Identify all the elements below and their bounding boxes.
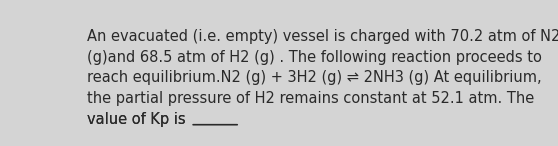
Text: value of Kp is: value of Kp is (87, 112, 190, 127)
Text: An evacuated (i.e. empty) vessel is charged with 70.2 atm of N2: An evacuated (i.e. empty) vessel is char… (87, 29, 558, 44)
Text: value of Kp is: value of Kp is (87, 112, 190, 127)
Text: (g)and 68.5 atm of H2 (g) . The following reaction proceeds to: (g)and 68.5 atm of H2 (g) . The followin… (87, 49, 542, 65)
Text: reach equilibrium.N2 (g) + 3H2 (g) ⇌ 2NH3 (g) At equilibrium,: reach equilibrium.N2 (g) + 3H2 (g) ⇌ 2NH… (87, 70, 542, 85)
Text: the partial pressure of H2 remains constant at 52.1 atm. The: the partial pressure of H2 remains const… (87, 91, 535, 106)
